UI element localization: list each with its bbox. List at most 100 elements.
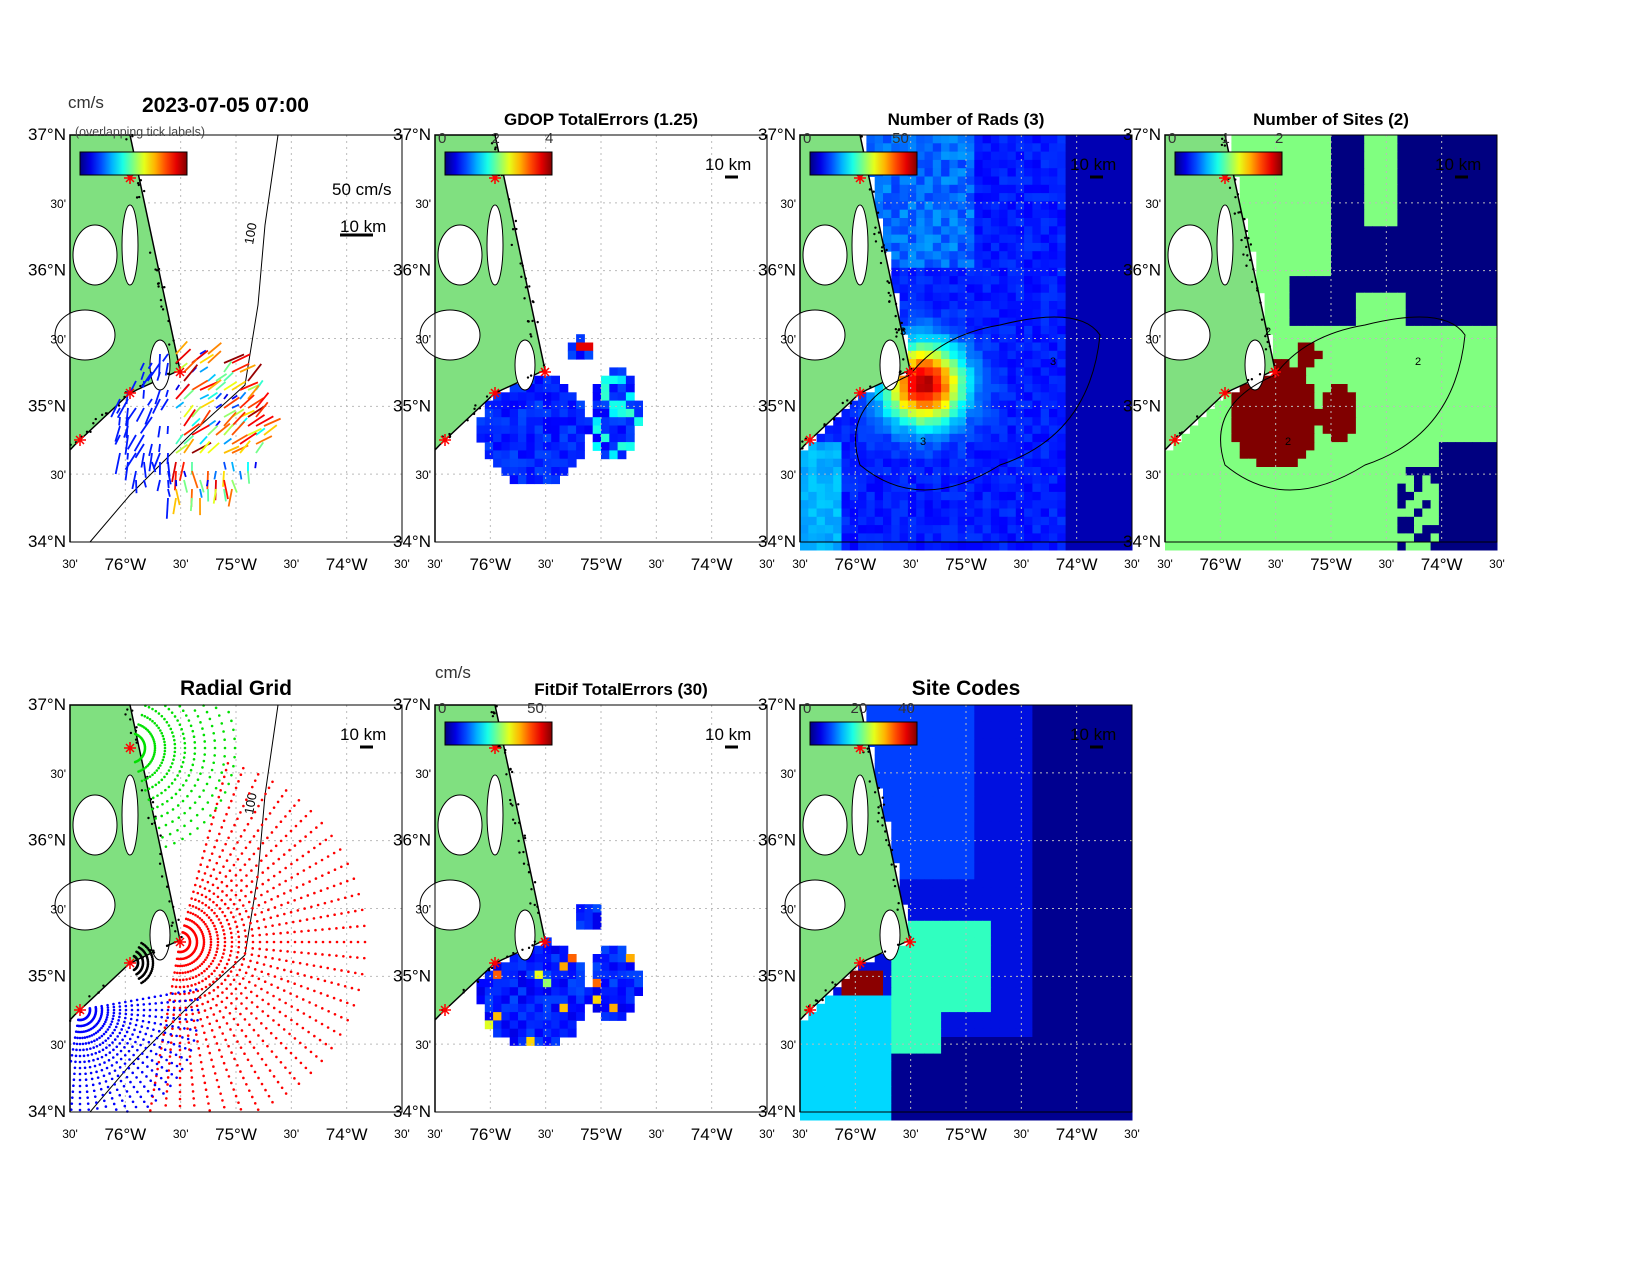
current-vector <box>223 381 238 391</box>
heatmap-cell <box>1488 226 1498 236</box>
heatmap-cell <box>957 400 967 410</box>
heatmap-cell <box>949 276 959 285</box>
heatmap-cell <box>1256 276 1266 285</box>
heatmap-cell <box>982 135 992 144</box>
radial-grid-point <box>262 918 266 921</box>
heatmap-cell <box>1472 483 1481 493</box>
radial-grid-point <box>212 761 216 765</box>
heatmap-cell <box>1165 500 1174 509</box>
heatmap-cell <box>990 226 1000 236</box>
current-vector <box>143 479 147 488</box>
radial-grid-point <box>178 971 182 975</box>
heatmap-cell <box>576 442 585 451</box>
heatmap-cell <box>1272 234 1282 244</box>
heatmap-cell <box>1480 143 1490 153</box>
heatmap-cell <box>1372 209 1382 219</box>
heatmap-cell <box>1463 417 1473 426</box>
heatmap-cell <box>1405 475 1415 485</box>
heatmap-cell <box>1032 475 1042 485</box>
current-vector <box>207 379 222 391</box>
heatmap-cell <box>941 176 950 186</box>
heatmap-cell <box>1422 384 1432 393</box>
heatmap-cell <box>1098 475 1108 485</box>
radial-grid-point <box>228 869 232 873</box>
heatmap-cell <box>932 342 942 352</box>
heatmap-cell <box>1414 516 1423 526</box>
heatmap-cell <box>1463 516 1473 526</box>
heatmap-cell <box>982 342 992 352</box>
radial-grid-point <box>227 906 230 910</box>
heatmap-cell <box>1306 541 1315 551</box>
heatmap-cell <box>1115 350 1125 360</box>
heatmap-cell <box>1272 359 1282 368</box>
heatmap-cell <box>1057 342 1067 352</box>
heatmap-cell <box>858 500 867 509</box>
heatmap-cell <box>584 342 594 352</box>
heatmap-cell <box>1281 135 1290 144</box>
heatmap-cell <box>932 467 942 476</box>
heatmap-cell <box>1372 467 1382 476</box>
heatmap-cell <box>1405 508 1415 518</box>
heatmap-cell <box>1107 384 1116 393</box>
heatmap-cell <box>982 483 992 493</box>
heatmap-cell <box>1405 458 1415 468</box>
radial-grid-point <box>222 929 225 932</box>
heatmap-cell <box>1289 491 1299 501</box>
heatmap-cell <box>982 251 992 260</box>
heatmap-cell <box>1472 367 1481 377</box>
heatmap-cell <box>1331 143 1340 153</box>
heatmap-cell <box>982 267 992 277</box>
heatmap-cell <box>916 209 925 219</box>
current-vector <box>247 470 251 484</box>
current-vector <box>142 380 145 388</box>
radial-grid-point <box>169 1041 173 1044</box>
heatmap-cell <box>542 442 552 451</box>
heatmap-cell <box>1488 218 1498 227</box>
heatmap-cell <box>1331 533 1340 543</box>
heatmap-cell <box>932 425 942 435</box>
radial-grid-point <box>220 898 224 902</box>
heatmap-cell <box>1297 226 1307 236</box>
heatmap-cell <box>1024 259 1033 269</box>
island-dot <box>515 227 518 231</box>
heatmap-cell <box>1024 516 1033 526</box>
heatmap-cell <box>849 425 859 435</box>
heatmap-cell <box>1455 218 1465 227</box>
radial-grid-point <box>254 984 257 987</box>
heatmap-cell <box>891 500 901 509</box>
heatmap-cell <box>1264 242 1274 252</box>
heatmap-cell <box>990 516 1000 526</box>
panel-title: GDOP TotalErrors (1.25) <box>504 110 698 129</box>
y-tick-label: 34°N <box>758 532 796 551</box>
radial-grid-point <box>234 893 238 897</box>
heatmap-cell <box>1355 350 1365 360</box>
heatmap-cell <box>1049 218 1058 227</box>
radial-grid-point <box>251 934 255 937</box>
heatmap-cell <box>1331 408 1340 418</box>
heatmap-cell <box>916 143 925 153</box>
heatmap-cell <box>1480 400 1490 410</box>
heatmap-cell <box>1463 342 1473 352</box>
heatmap-cell <box>949 500 959 509</box>
heatmap-cell <box>1065 433 1075 443</box>
heatmap-cell <box>493 408 502 418</box>
radial-grid-point <box>239 992 243 995</box>
heatmap-cell <box>1281 392 1290 402</box>
radial-grid-point <box>257 926 261 930</box>
island-dot <box>160 875 164 878</box>
heatmap-cell <box>1472 500 1481 509</box>
heatmap-cell <box>982 201 992 211</box>
heatmap-cell <box>1032 350 1042 360</box>
island-dot <box>165 885 169 888</box>
heatmap-cell <box>1098 467 1108 476</box>
current-vector <box>191 470 199 489</box>
heatmap-cell <box>1065 151 1075 161</box>
island-dot <box>159 298 163 302</box>
heatmap-cell <box>534 433 544 443</box>
heatmap-cell <box>1380 442 1390 451</box>
heatmap-cell <box>1049 159 1058 169</box>
radial-grid-point <box>278 958 281 961</box>
heatmap-cell <box>1057 408 1067 418</box>
heatmap-cell <box>1447 342 1456 352</box>
current-vector <box>199 349 207 355</box>
